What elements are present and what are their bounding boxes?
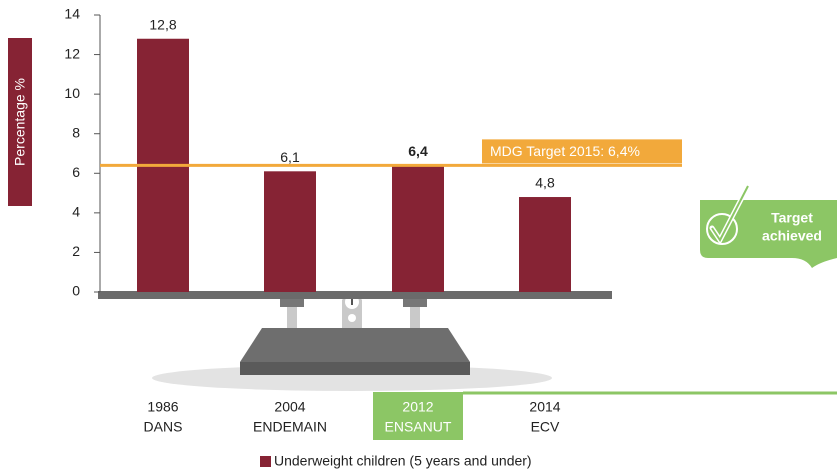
value-label: 12,8 [149,16,176,32]
legend-swatch [260,456,271,467]
x-tick-label: 2004 [274,399,305,415]
x-tick-label: ENDEMAIN [253,419,327,435]
y-tick-label: 14 [64,6,80,22]
y-label-box: Percentage % [8,38,32,206]
y-tick-label: 6 [72,164,80,180]
bar [519,197,571,292]
y-tick-label: 12 [64,45,80,61]
y-tick-label: 4 [72,204,80,220]
value-label: 6,4 [408,143,428,159]
badge-text: achieved [762,228,822,244]
x-tick-label: 1986 [147,399,178,415]
x-tick-label: ECV [531,419,560,435]
x-tick-label: 2014 [529,399,560,415]
y-tick-label: 0 [72,283,80,299]
y-tick-label: 10 [64,85,80,101]
value-label: 4,8 [535,175,555,191]
value-label: 6,1 [280,149,300,165]
y-tick-label: 8 [72,124,80,140]
y-axis-label: Percentage % [12,78,28,166]
scale [98,291,612,375]
x-tick-label: ENSANUT [385,419,452,435]
bar [392,165,444,292]
chart: Percentage % Target achieved 0 2 4 6 8 10 12 14… [0,0,837,472]
target-label: MDG Target 2015: 6,4% [490,143,640,159]
legend-label: Underweight children (5 years and under) [274,453,532,469]
badge-text: Target [771,210,813,226]
bar [264,171,316,292]
x-tick-label: DANS [144,419,183,435]
x-tick-label: 2012 [402,399,433,415]
y-tick-label: 2 [72,243,80,259]
